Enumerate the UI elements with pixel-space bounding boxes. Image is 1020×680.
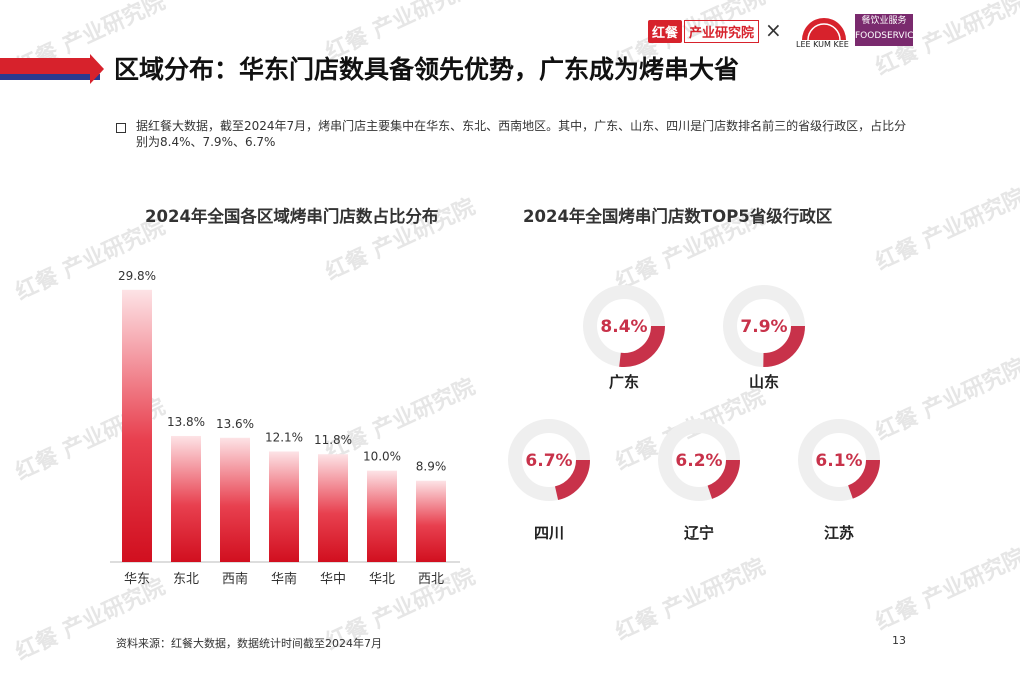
bar-chart-title: 2024年全国各区域烤串门店数占比分布 <box>145 207 439 226</box>
bar-category-label: 华中 <box>320 572 346 587</box>
partner-badge-line2: FOODSERVICE <box>855 31 920 41</box>
page-title: 区域分布：华东门店数具备领先优势，广东成为烤串大省 <box>114 55 740 84</box>
bar-西北 <box>416 480 446 562</box>
donut-arc-江苏 <box>847 459 880 499</box>
bar-category-label: 华北 <box>369 572 395 587</box>
donut-value-label: 8.4% <box>600 317 647 337</box>
bar-value-label: 8.9% <box>416 460 447 474</box>
donut-chart-title: 2024年全国烤串门店数TOP5省级行政区 <box>523 207 833 226</box>
page-number: 13 <box>892 634 906 647</box>
title-accent-underline <box>0 74 100 80</box>
bar-东北 <box>171 435 201 562</box>
partner-badge-line1: 餐饮业服务 <box>861 16 907 26</box>
description-text: 据红餐大数据，截至2024年7月，烤串门店主要集中在华东、东北、西南地区。其中，… <box>136 119 907 149</box>
donut-value-label: 6.2% <box>675 451 722 471</box>
province-label: 四川 <box>533 524 564 542</box>
brand-logo: 红餐 产业研究院 <box>648 19 760 43</box>
province-label: 江苏 <box>823 524 854 542</box>
bar-category-label: 东北 <box>173 572 199 587</box>
bar-value-label: 13.8% <box>167 415 205 429</box>
bar-华中 <box>318 454 348 562</box>
bar-category-label: 西北 <box>418 572 444 587</box>
title-accent-arrow <box>90 54 104 84</box>
donut-value-label: 6.1% <box>815 451 862 471</box>
bullet-square <box>116 123 126 133</box>
bar-value-label: 29.8% <box>118 269 156 283</box>
donut-arc-辽宁 <box>707 459 740 499</box>
donut-chart: 8.4% 7.9% 6.7% 6.2% 6.1% <box>508 285 880 501</box>
partner-badge: 餐饮业服务 FOODSERVICE <box>855 14 920 46</box>
cross-sign: × <box>765 18 782 42</box>
bar-value-label: 11.8% <box>314 433 352 447</box>
bar-category-label: 华南 <box>271 571 297 587</box>
donut-arc-四川 <box>554 459 590 500</box>
donut-value-label: 7.9% <box>740 317 787 337</box>
bar-category-label: 华东 <box>124 572 150 587</box>
brand-part2: 产业研究院 <box>684 19 760 43</box>
brand-part1: 红餐 <box>648 19 683 43</box>
bar-西南 <box>220 437 250 562</box>
province-label: 辽宁 <box>683 524 714 542</box>
province-label: 广东 <box>608 373 639 391</box>
province-label: 山东 <box>748 373 779 391</box>
donut-arc-山东 <box>763 325 805 367</box>
bar-value-label: 10.0% <box>363 450 401 464</box>
bar-category-label: 西南 <box>222 571 248 587</box>
partner-logo-icon <box>802 18 846 41</box>
bar-value-label: 12.1% <box>265 430 303 444</box>
bar-chart: 29.8% 华东 13.8% 东北 13.6% 西南 12.1% 华南 11.8% 华中 10.0%… <box>110 269 460 587</box>
donut-arc-广东 <box>619 325 665 367</box>
partner-name: LEE KUM KEE <box>796 40 849 49</box>
bar-华南 <box>269 451 299 562</box>
bar-华北 <box>367 470 397 562</box>
donut-value-label: 6.7% <box>525 451 572 471</box>
bar-value-label: 13.6% <box>216 417 254 431</box>
bar-华东 <box>122 289 152 562</box>
source-note: 资料来源：红餐大数据，数据统计时间截至2024年7月 <box>116 637 382 650</box>
